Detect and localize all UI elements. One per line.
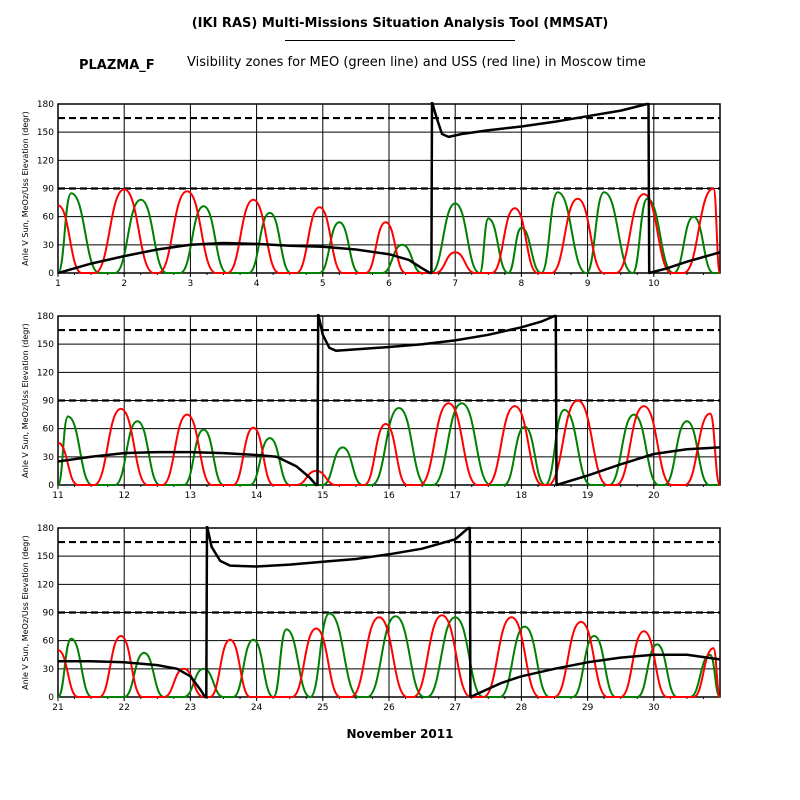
y-tick-label: 120 bbox=[37, 156, 54, 166]
sun-angle-line bbox=[58, 526, 720, 699]
x-tick-label: 13 bbox=[185, 491, 196, 501]
y-tick-label: 60 bbox=[43, 637, 55, 647]
x-tick-label: 10 bbox=[648, 279, 660, 289]
y-axis-label: Anle V Sun, MeOz/Uss Elevation (degr) bbox=[21, 535, 30, 690]
title-underline bbox=[285, 40, 515, 41]
y-tick-label: 150 bbox=[37, 340, 54, 350]
y-tick-label: 90 bbox=[43, 397, 55, 407]
x-tick-label: 14 bbox=[251, 491, 263, 501]
x-tick-label: 30 bbox=[648, 703, 660, 713]
x-tick-label: 26 bbox=[383, 703, 395, 713]
x-tick-label: 23 bbox=[185, 703, 196, 713]
mission-label: PLAZMA_F bbox=[79, 58, 155, 73]
x-tick-label: 11 bbox=[52, 491, 63, 501]
x-tick-label: 16 bbox=[383, 491, 395, 501]
x-tick-label: 21 bbox=[52, 703, 63, 713]
x-tick-label: 28 bbox=[516, 703, 528, 713]
y-axis-label: Anle V Sun, MeOz/Uss Elevation (degr) bbox=[21, 323, 30, 478]
y-tick-label: 150 bbox=[37, 128, 54, 138]
sun-angle-line bbox=[58, 314, 720, 487]
chart-panel-3: 0 30 60 90 120 150 180 21 22 23 24 25 26 27 28 29 30 Anle… bbox=[21, 524, 721, 713]
y-tick-label: 0 bbox=[48, 481, 54, 491]
x-tick-label: 6 bbox=[386, 279, 392, 289]
chart-panel-2: 0 30 60 90 120 150 180 11 12 13 14 15 16 17 18 19 20 Anle… bbox=[21, 312, 721, 501]
x-tick-label: 3 bbox=[188, 279, 194, 289]
x-tick-label: 22 bbox=[118, 703, 129, 713]
y-tick-label: 60 bbox=[43, 425, 55, 435]
y-tick-label: 30 bbox=[43, 453, 55, 463]
x-tick-label: 19 bbox=[582, 491, 594, 501]
page-title: (IKI RAS) Multi-Missions Situation Analy… bbox=[191, 16, 609, 31]
x-tick-label: 5 bbox=[320, 279, 326, 289]
x-tick-label: 1 bbox=[55, 279, 61, 289]
x-axis-label: November 2011 bbox=[346, 727, 454, 741]
x-tick-label: 2 bbox=[121, 279, 127, 289]
x-tick-label: 15 bbox=[317, 491, 328, 501]
y-tick-label: 90 bbox=[43, 609, 55, 619]
x-tick-label: 4 bbox=[254, 279, 260, 289]
y-tick-label: 0 bbox=[48, 693, 54, 703]
y-tick-label: 0 bbox=[48, 269, 54, 279]
y-tick-label: 30 bbox=[43, 241, 55, 251]
y-tick-label: 120 bbox=[37, 368, 54, 378]
x-tick-label: 18 bbox=[516, 491, 528, 501]
x-tick-label: 25 bbox=[317, 703, 328, 713]
y-axis-label: Anle V Sun, MeOz/Uss Elevation (degr) bbox=[21, 111, 30, 266]
sun-angle-line bbox=[58, 102, 720, 275]
y-tick-label: 30 bbox=[43, 665, 55, 675]
x-tick-label: 27 bbox=[449, 703, 460, 713]
y-tick-label: 60 bbox=[43, 213, 55, 223]
y-tick-label: 90 bbox=[43, 185, 55, 195]
x-tick-label: 9 bbox=[585, 279, 591, 289]
y-tick-label: 150 bbox=[37, 552, 54, 562]
uss-elevation-line bbox=[58, 399, 720, 486]
x-tick-label: 29 bbox=[582, 703, 594, 713]
uss-elevation-line bbox=[58, 614, 720, 699]
y-tick-label: 180 bbox=[37, 312, 54, 322]
x-tick-label: 7 bbox=[452, 279, 458, 289]
chart-panel-1: 0 30 60 90 120 150 180 1 2 3 4 5 6 7 8 9 10 Anle V Sun, M… bbox=[21, 100, 721, 289]
uss-elevation-line bbox=[58, 187, 720, 274]
y-tick-label: 180 bbox=[37, 524, 54, 534]
x-tick-label: 24 bbox=[251, 703, 263, 713]
y-tick-label: 120 bbox=[37, 580, 54, 590]
x-tick-label: 8 bbox=[519, 279, 525, 289]
x-tick-label: 20 bbox=[648, 491, 660, 501]
x-tick-label: 17 bbox=[449, 491, 460, 501]
y-tick-label: 180 bbox=[37, 100, 54, 110]
x-tick-label: 12 bbox=[118, 491, 129, 501]
chart-subtitle: Visibility zones for MEO (green line) an… bbox=[187, 55, 646, 70]
